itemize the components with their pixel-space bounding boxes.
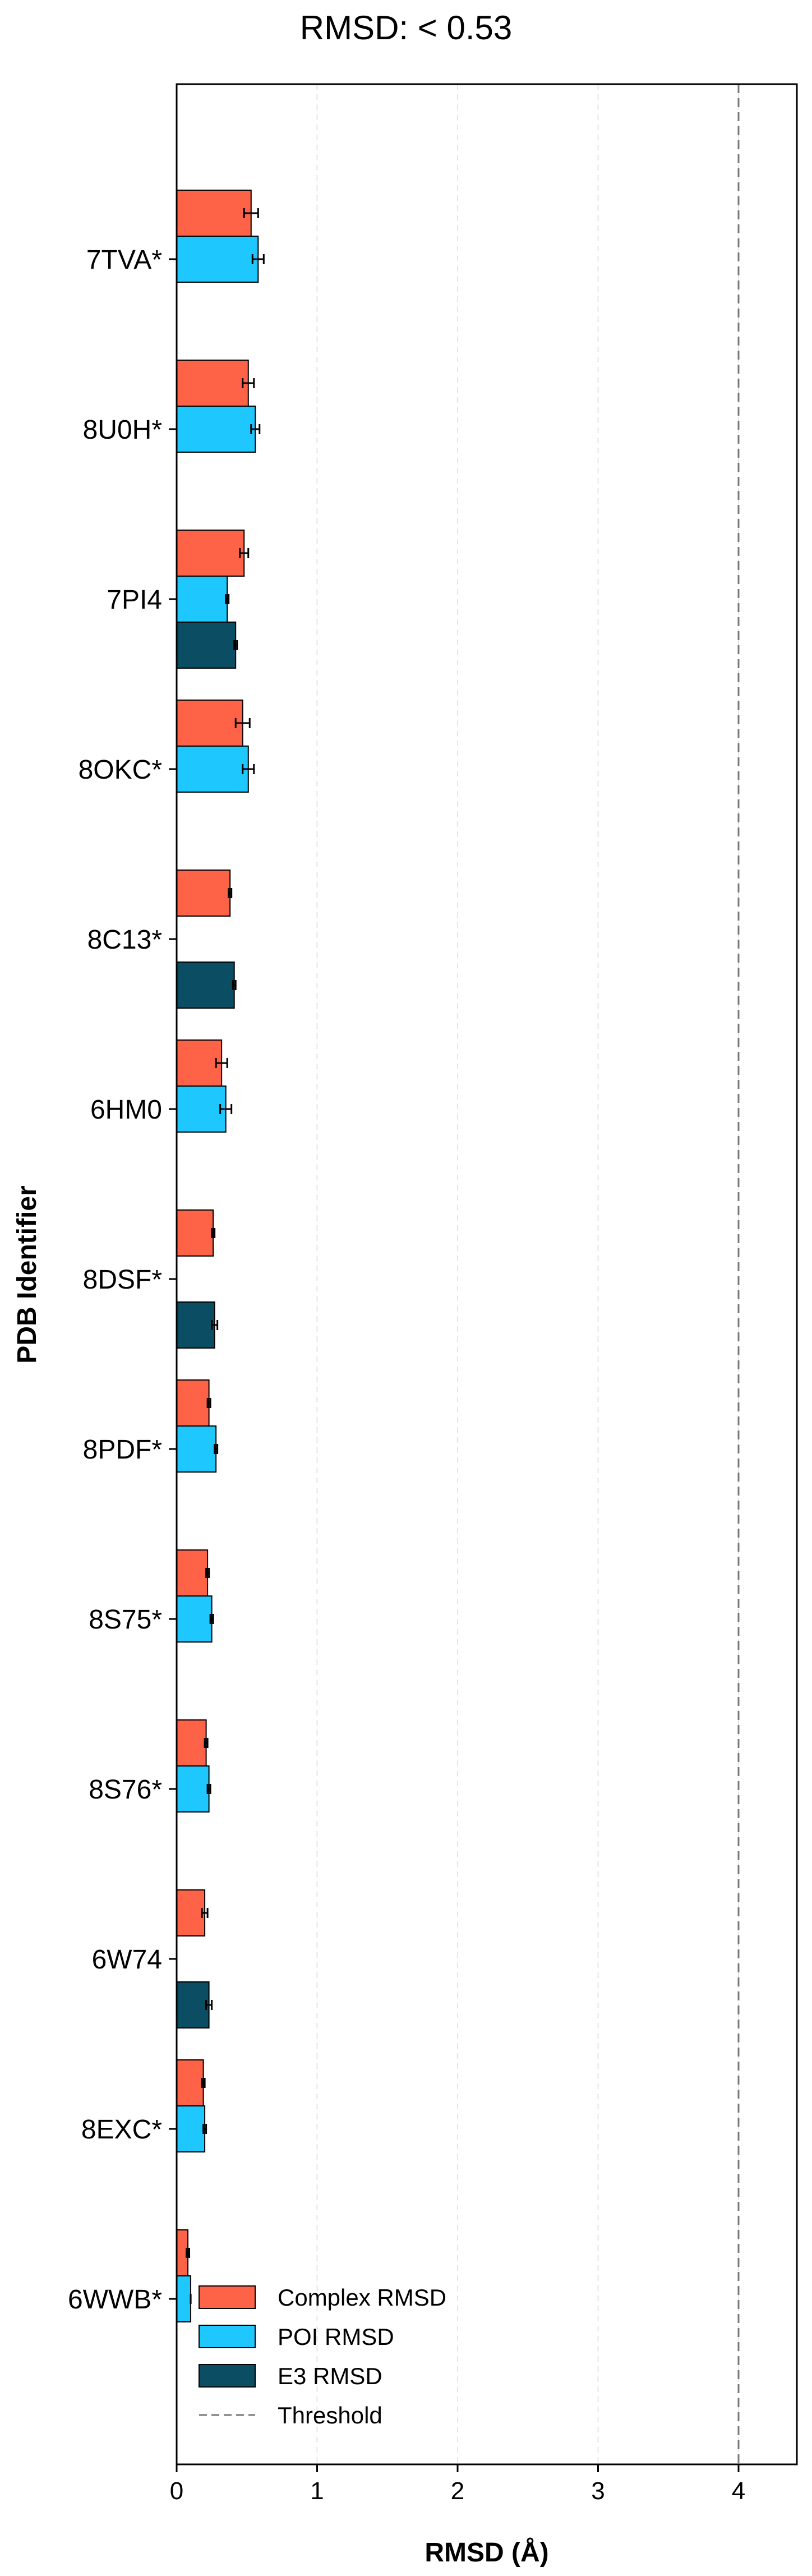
grid-layer (176, 84, 739, 2464)
x-tick-label: 2 (451, 2477, 464, 2505)
bar-complex-rmsd (176, 1379, 210, 1427)
y-tick-label: 6W74 (92, 1945, 162, 1975)
chart-title: RMSD: < 0.53 (300, 9, 513, 47)
bar-e3-rmsd (176, 962, 235, 1009)
y-tick-label: 8S76* (89, 1775, 162, 1805)
bar-poi-rmsd (176, 1085, 227, 1133)
legend: Complex RMSD POI RMSD E3 RMSD Threshold (199, 2284, 446, 2428)
y-tick-label: 7PI4 (107, 585, 162, 615)
y-tick-label: 7TVA* (86, 245, 162, 275)
bar-poi-rmsd (176, 2275, 192, 2322)
bar-complex-rmsd (176, 190, 252, 237)
bar-poi-rmsd (176, 2105, 206, 2152)
y-tick-label: 8U0H* (83, 415, 162, 445)
x-tick-label: 1 (310, 2477, 324, 2505)
plot-frame (176, 83, 798, 2465)
bar-e3-rmsd (176, 1301, 215, 1349)
bar-e3-rmsd (176, 1981, 210, 2028)
y-tick-label: 8S75* (89, 1605, 162, 1635)
x-tick-label: 4 (732, 2477, 745, 2505)
legend-label: Complex RMSD (278, 2284, 446, 2311)
bar-complex-rmsd (176, 360, 249, 407)
bar-poi-rmsd (176, 1425, 217, 1473)
legend-label: POI RMSD (278, 2324, 394, 2350)
bar-complex-rmsd (176, 1039, 223, 1087)
x-axis: 0 1 2 3 4 (170, 2464, 745, 2505)
y-tick-label: 6HM0 (90, 1095, 162, 1125)
y-tick-label: 8PDF* (83, 1435, 162, 1465)
legend-swatch (199, 2364, 256, 2388)
y-tick-label: 8C13* (87, 925, 162, 955)
x-axis-title: RMSD (Å) (425, 2537, 548, 2568)
bar-complex-rmsd (176, 870, 231, 917)
x-tick-label: 0 (170, 2477, 183, 2505)
bars-layer (176, 190, 259, 2322)
error-bars-layer (186, 208, 265, 2304)
bar-poi-rmsd (176, 406, 256, 453)
y-axis-title: PDB Identifier (12, 1185, 42, 1363)
bar-poi-rmsd (176, 1765, 210, 1813)
bar-complex-rmsd (176, 700, 243, 747)
legend-swatch (199, 2325, 256, 2348)
bar-complex-rmsd (176, 1549, 209, 1597)
bar-poi-rmsd (176, 576, 228, 623)
bar-complex-rmsd (176, 530, 245, 577)
y-axis: 7TVA* 8U0H* 7PI4 8OKC* 8C13* 6HM0 8DSF* 8PDF* 8S… (68, 245, 177, 2315)
y-tick-label: 8EXC* (81, 2115, 162, 2145)
y-tick-label: 8OKC* (79, 755, 162, 785)
legend-label: Threshold (278, 2402, 382, 2428)
bar-poi-rmsd (176, 1595, 213, 1643)
x-tick-label: 3 (591, 2477, 605, 2505)
bar-e3-rmsd (176, 622, 237, 669)
bar-poi-rmsd (176, 236, 259, 283)
bar-complex-rmsd (176, 1889, 206, 1936)
bar-poi-rmsd (176, 746, 249, 793)
y-tick-label: 6WWB* (68, 2285, 162, 2315)
bar-complex-rmsd (176, 2059, 204, 2106)
bar-complex-rmsd (176, 1719, 207, 1767)
legend-label: E3 RMSD (278, 2363, 382, 2389)
bar-complex-rmsd (176, 1209, 214, 1257)
y-tick-label: 8DSF* (83, 1265, 162, 1295)
legend-swatch (199, 2285, 256, 2309)
